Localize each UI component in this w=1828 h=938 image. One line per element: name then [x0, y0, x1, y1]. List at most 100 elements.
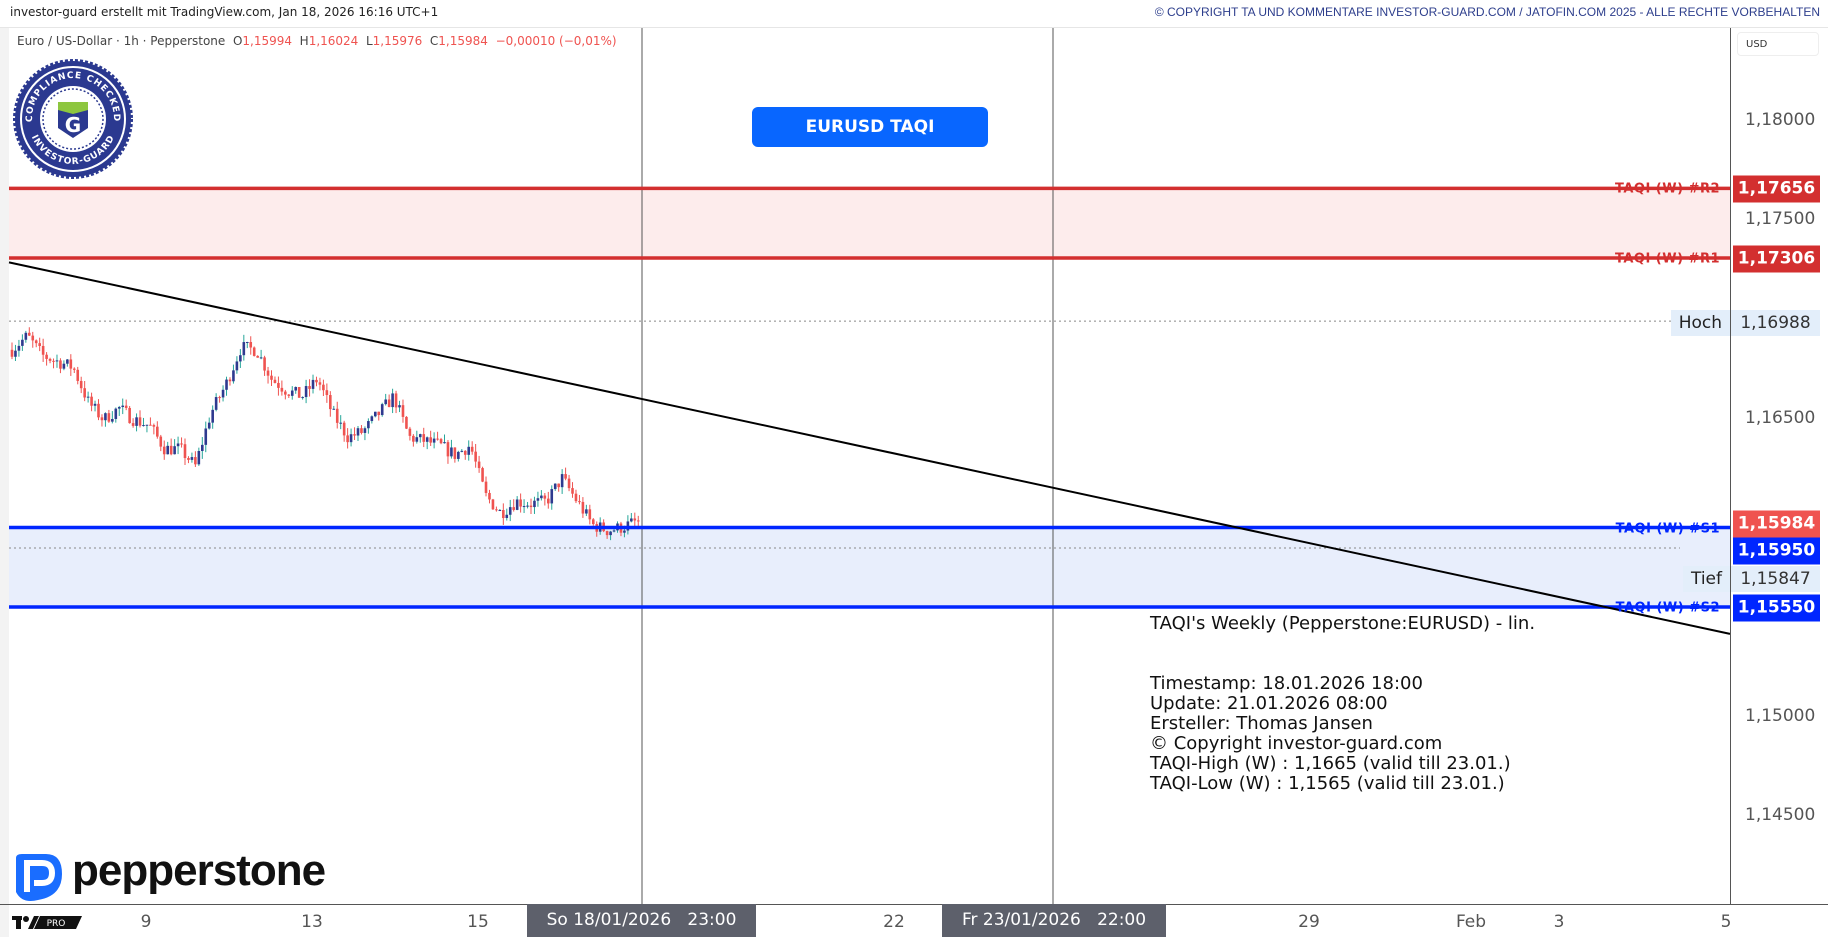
candle-body — [204, 428, 208, 445]
candle-body — [107, 413, 111, 422]
r2-price-label: 1,17656 — [1733, 175, 1820, 203]
candle-body — [609, 531, 612, 536]
candle-body — [585, 509, 588, 514]
candle-body — [290, 390, 294, 396]
candle-body — [498, 510, 502, 512]
candle-body — [512, 507, 515, 510]
support-zone — [9, 527, 1730, 608]
candle-body — [630, 518, 633, 522]
candle-body — [117, 407, 121, 409]
candle-body — [550, 489, 554, 504]
info-box: TAQI's Weekly (Pepperstone:EURUSD) - lin… — [1150, 614, 1535, 794]
candle-body — [190, 457, 194, 460]
candle-body — [245, 342, 249, 344]
candle-body — [38, 343, 41, 346]
candle-body — [505, 514, 509, 519]
candle-body — [41, 345, 45, 355]
candle-body — [76, 369, 80, 381]
time-tick: 9 — [140, 912, 152, 932]
info-line: © Copyright investor-guard.com — [1150, 733, 1443, 754]
candle-body — [145, 424, 149, 426]
time-axis[interactable] — [0, 904, 1828, 938]
candle-body — [384, 399, 387, 405]
candle-body — [17, 345, 21, 351]
candle-body — [564, 474, 567, 479]
candle-body — [138, 417, 142, 426]
candle-body — [297, 387, 301, 398]
candle-body — [581, 501, 585, 514]
candle-body — [522, 506, 526, 508]
compliance-badge-icon: COMPLIANCE CHECKED INVESTOR-GUARD G — [13, 59, 133, 179]
candle-body — [332, 408, 336, 410]
candle-body — [156, 426, 159, 437]
candle-body — [460, 450, 464, 452]
candle-body — [263, 357, 266, 371]
candle-body — [574, 493, 578, 502]
candle-body — [540, 495, 543, 499]
high-price-label: 1,16988 — [1731, 310, 1820, 336]
candle-body — [339, 422, 342, 424]
candle-body — [322, 384, 325, 391]
candle-body — [588, 509, 592, 520]
high-label: Hoch — [1670, 310, 1730, 336]
candle-body — [484, 481, 488, 493]
info-line: TAQI-Low (W) : 1,1565 (valid till 23.01.… — [1150, 773, 1505, 794]
candle-body — [387, 399, 391, 408]
candle-body — [422, 434, 426, 442]
candle-body — [79, 380, 83, 389]
tv-pro-text: PRO — [47, 919, 66, 929]
price-tick: 1,16500 — [1745, 408, 1816, 428]
candle-body — [363, 428, 367, 433]
candle-body — [66, 359, 69, 364]
candle-body — [467, 446, 471, 455]
candle-body — [284, 391, 287, 395]
candle-body — [97, 403, 100, 418]
candle-body — [481, 468, 484, 482]
low-value: 1,15976 — [372, 34, 423, 48]
candle-body — [536, 498, 540, 501]
snapshot-title-button[interactable]: EURUSD TAQI SNAPSHOT — [752, 107, 988, 177]
candle-body — [315, 379, 318, 383]
candle-body — [405, 416, 408, 429]
candle-body — [24, 332, 28, 340]
trendline[interactable] — [8, 261, 1731, 635]
candle-body — [128, 407, 131, 424]
candle-body — [242, 342, 246, 356]
candle-body — [124, 405, 128, 408]
candle-body — [311, 379, 315, 389]
candle-body — [69, 359, 73, 369]
price-axis[interactable] — [1730, 28, 1828, 904]
r1-price-label: 1,17306 — [1733, 245, 1820, 273]
candle-body — [201, 444, 204, 451]
candle-body — [412, 435, 415, 442]
candle-body — [149, 424, 152, 426]
candle-body — [280, 387, 284, 392]
currency-selector[interactable]: USD — [1737, 32, 1819, 56]
candle-body — [436, 438, 439, 440]
candle-body — [377, 411, 381, 416]
s1-label: TAQI (W) #S1 — [1615, 521, 1720, 537]
candle-body — [10, 349, 14, 357]
candle-body — [370, 416, 374, 422]
candle-body — [55, 360, 59, 362]
left-strip — [0, 28, 9, 937]
candle-body — [28, 332, 31, 336]
candle-body — [104, 413, 107, 421]
ohlc-legend: Euro / US-Dollar · 1h · Pepperstone O1,1… — [17, 34, 617, 48]
price-tick: 1,18000 — [1745, 110, 1816, 130]
pepperstone-logo-icon — [16, 854, 62, 901]
candle-body — [180, 443, 183, 445]
candle-body — [304, 386, 308, 398]
time-tick: 15 — [467, 912, 489, 932]
candle-body — [560, 474, 564, 488]
candle-body — [529, 505, 533, 508]
time-cursor-label-2: Fr 23/01/2026 22:00 — [942, 904, 1166, 937]
candle-body — [450, 447, 453, 457]
info-line: Ersteller: Thomas Jansen — [1150, 713, 1373, 734]
candle-body — [425, 437, 429, 442]
candle-body — [342, 422, 346, 436]
candle-body — [557, 483, 560, 488]
candle-body — [463, 450, 467, 455]
time-tick: Feb — [1455, 912, 1487, 932]
